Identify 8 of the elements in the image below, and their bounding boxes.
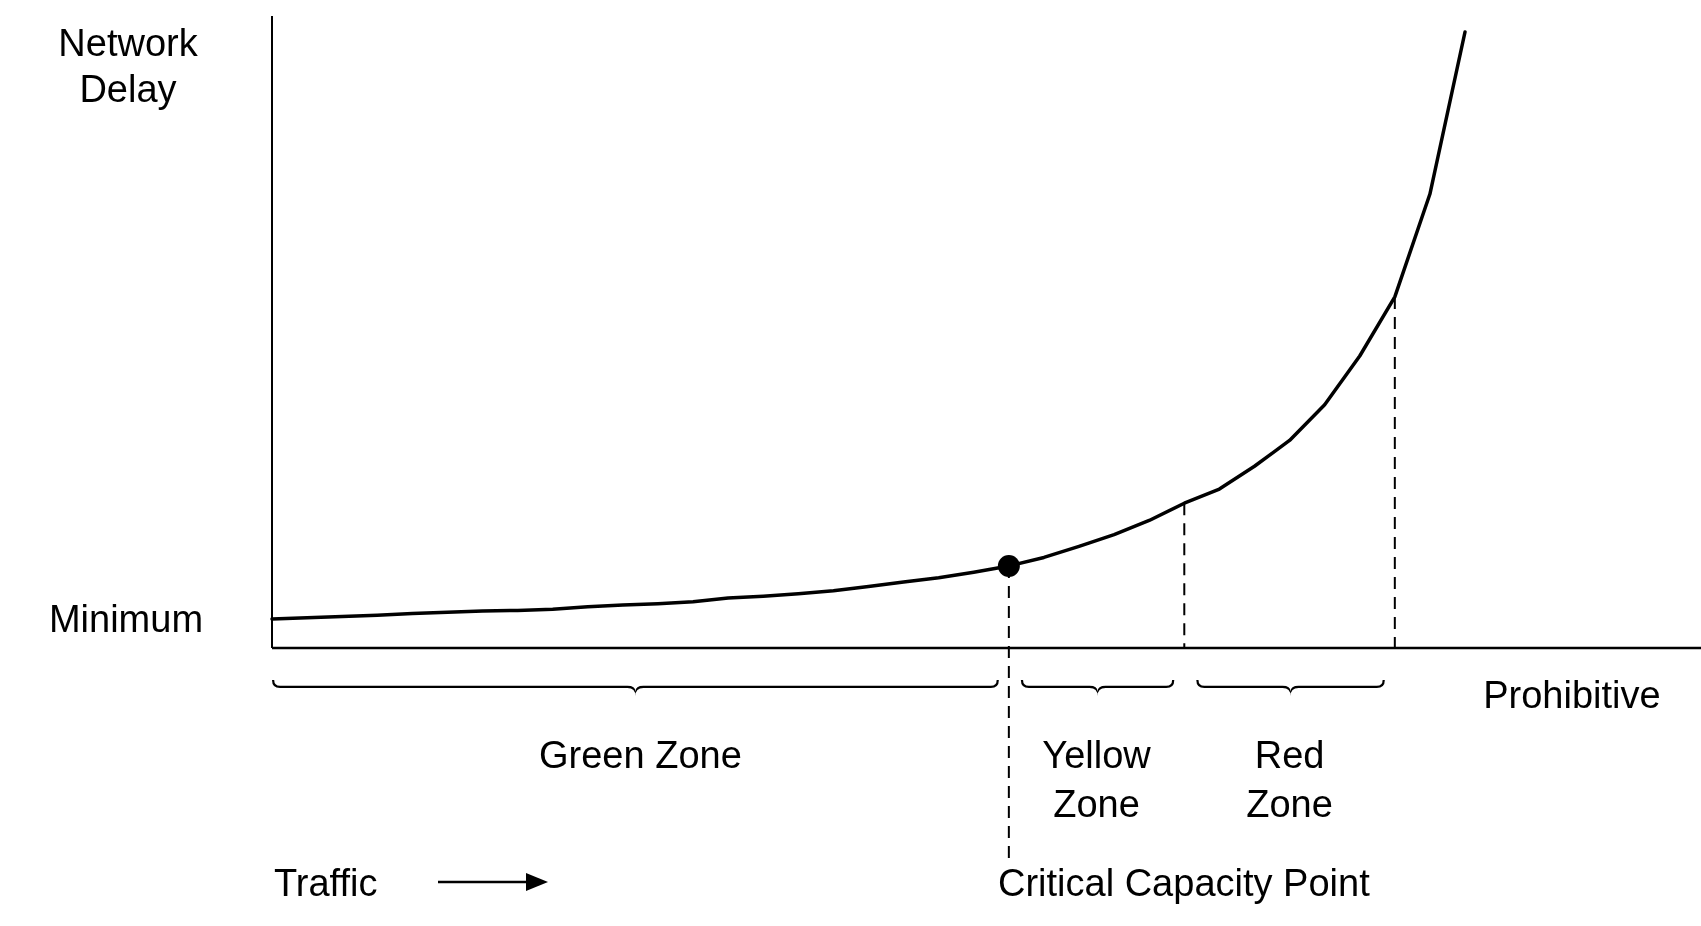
- text: Minimum: [48, 598, 204, 641]
- text: Red Zone: [1246, 734, 1333, 826]
- text: Yellow Zone: [1042, 734, 1152, 826]
- text: Green Zone: [539, 734, 742, 776]
- text: Traffic: [274, 862, 378, 904]
- text: Critical Capacity Point: [998, 862, 1371, 904]
- text: Prohibitive: [1483, 674, 1661, 716]
- y-axis-title: Network Delay: [58, 22, 199, 110]
